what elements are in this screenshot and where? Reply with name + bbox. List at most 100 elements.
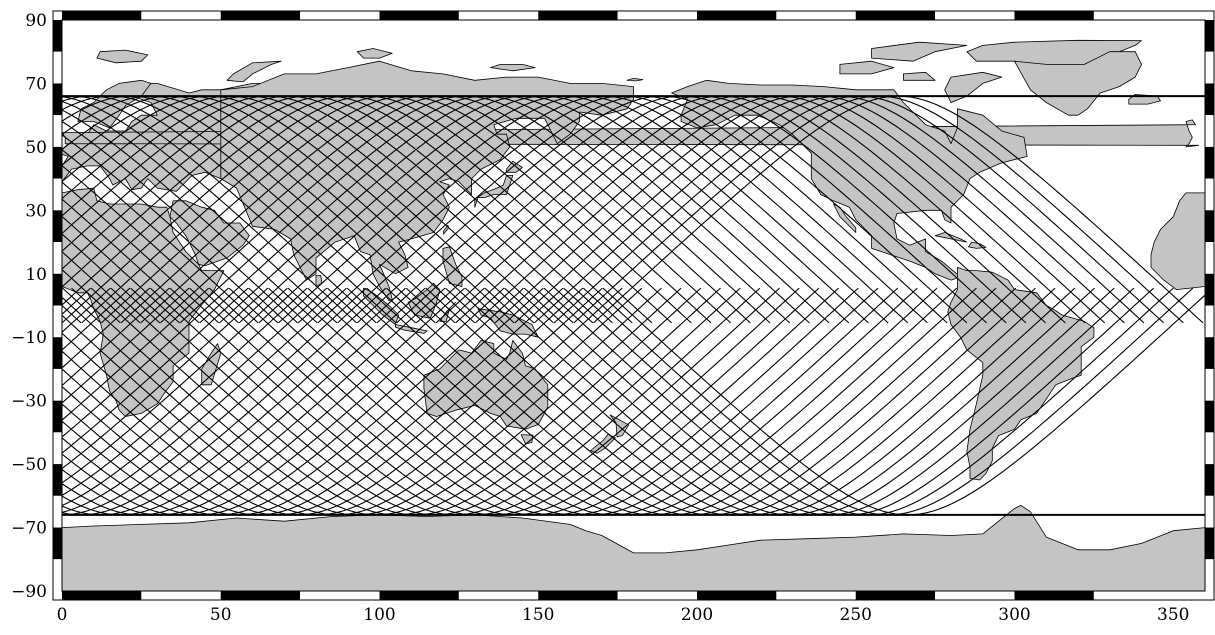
frame-segment-bottom-9: [776, 591, 856, 600]
x-tick-label: 300: [998, 605, 1030, 625]
frame-segment-right-8: [1205, 273, 1214, 306]
ground-track-asc-10: [62, 134, 279, 324]
land-new-zealand-south: [590, 433, 616, 454]
x-axis-ticks: 0 50 100 150 200 250 300 350: [57, 605, 1190, 625]
ground-track-asc-6: [62, 198, 200, 324]
land-greenland-south: [1014, 51, 1142, 116]
x-tick-label: 250: [840, 605, 872, 625]
frame-segment-bottom-4: [379, 591, 459, 600]
land-svalbard: [96, 49, 149, 64]
frame-outer-border: [52, 10, 1215, 601]
frame-segment-left-10: [53, 337, 62, 369]
ground-track-asc-9: [62, 149, 259, 324]
ground-track-asc-13: [62, 100, 338, 324]
frame-segment-right-0: [1205, 20, 1214, 52]
land-tasmania: [520, 434, 534, 445]
frame-segment-top-5: [458, 11, 539, 20]
frame-segment-bottom-5: [458, 591, 539, 600]
ground-track-desc-9: [62, 287, 269, 470]
ground-track-asc-8: [62, 164, 239, 324]
frame-segment-right-9: [1205, 305, 1214, 338]
frame-segment-right-3: [1205, 115, 1214, 147]
land-taiwan: [443, 224, 450, 235]
frame-segment-left-8: [53, 273, 62, 306]
land-novaya-zemlya: [226, 60, 282, 83]
y-tick-label: −90: [11, 582, 47, 602]
frame-segment-right-11: [1205, 368, 1214, 401]
y-tick-label: −50: [11, 455, 47, 475]
frame-segment-right-12: [1205, 400, 1214, 433]
y-tick-label: −30: [11, 392, 47, 412]
y-tick-label: 10: [25, 265, 47, 285]
land-antarctica: [62, 504, 1205, 591]
frame-segment-right-2: [1205, 83, 1214, 116]
frame-segment-left-3: [53, 115, 62, 147]
ground-track-layer: [62, 95, 1205, 516]
x-tick-label: 50: [210, 605, 232, 625]
frame-segment-left-0: [53, 20, 62, 52]
frame-segment-right-6: [1205, 210, 1214, 243]
frame-segment-top-8: [697, 11, 777, 20]
x-tick-label: 100: [363, 605, 395, 625]
frame-segment-bottom-2: [220, 591, 301, 600]
ground-track-asc-11: [62, 120, 298, 324]
frame-segment-bottom-1: [141, 591, 221, 600]
y-tick-label: 50: [25, 138, 47, 158]
land-africa-west: [1150, 192, 1205, 290]
frame-segment-top-2: [220, 11, 301, 20]
frame-segment-right-17: [1205, 559, 1214, 591]
ground-track-desc-13: [62, 287, 347, 513]
frame-segment-left-5: [53, 178, 62, 211]
frame-segment-right-1: [1205, 51, 1214, 84]
frame-segment-right-4: [1205, 146, 1214, 179]
land-canadian-arctic-3: [903, 71, 936, 81]
land-asia: [220, 60, 634, 302]
frame-segment-top-6: [538, 11, 618, 20]
x-tick-label: 350: [1157, 605, 1189, 625]
frame-segment-bottom-10: [855, 591, 936, 600]
frame-segment-top-9: [776, 11, 856, 20]
y-tick-label: 30: [25, 201, 47, 221]
frame-segment-left-11: [53, 368, 62, 401]
frame-segment-bottom-6: [538, 591, 618, 600]
frame-segment-left-7: [53, 242, 62, 274]
ground-track-asc-7: [62, 181, 220, 324]
frame-segment-bottom-7: [617, 591, 697, 600]
ground-track-asc-14: [62, 96, 357, 324]
frame-segment-left-14: [53, 464, 62, 496]
y-tick-label: −10: [11, 328, 47, 348]
land-hokkaido: [506, 160, 523, 173]
plot-area: [62, 20, 1205, 591]
land-baja: [833, 203, 857, 233]
ground-track-asc-5: [62, 215, 180, 324]
ground-track-desc-11: [62, 287, 308, 497]
ground-track-desc-14: [62, 287, 367, 516]
map-frame: [52, 10, 1215, 601]
y-tick-label: −70: [11, 519, 47, 539]
frame-segment-right-7: [1205, 242, 1214, 274]
frame-segment-top-1: [141, 11, 221, 20]
ground-track-asc-12: [62, 109, 318, 324]
y-tick-label: 90: [25, 11, 47, 31]
y-axis-ticks: 90 70 50 30 10 −10 −30 −50 −70 −90: [11, 11, 47, 602]
frame-segment-bottom-12: [1014, 591, 1094, 600]
frame-segment-left-16: [53, 527, 62, 560]
frame-segment-bottom-8: [697, 591, 777, 600]
frame-segment-left-6: [53, 210, 62, 243]
frame-segment-top-4: [379, 11, 459, 20]
land-new-siberian: [490, 64, 536, 72]
frame-inner-border: [61, 19, 1206, 592]
frame-segment-right-15: [1205, 495, 1214, 528]
frame-segment-right-16: [1205, 527, 1214, 560]
frame-segment-right-13: [1205, 432, 1214, 465]
ground-track-desc-5: [62, 287, 190, 404]
land-baffin: [944, 71, 1003, 103]
ground-track-desc-12: [62, 287, 328, 507]
ground-track-desc-6: [62, 287, 210, 421]
frame-segment-left-12: [53, 400, 62, 433]
frame-segment-left-4: [53, 146, 62, 179]
frame-segment-top-7: [617, 11, 697, 20]
frame-segment-bottom-13: [1093, 591, 1174, 600]
frame-segment-left-13: [53, 432, 62, 465]
